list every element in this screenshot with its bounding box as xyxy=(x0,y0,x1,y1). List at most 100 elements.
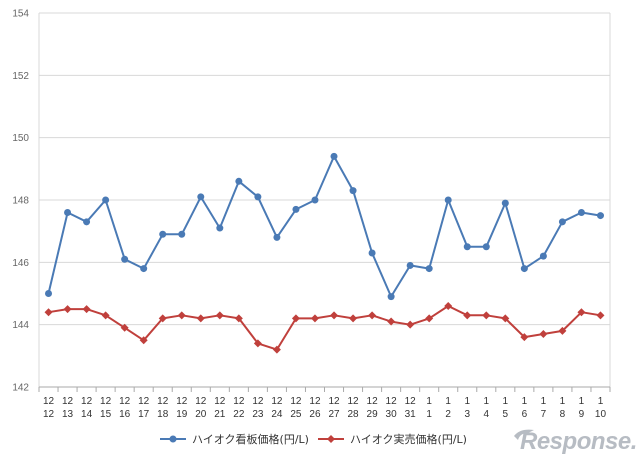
x-tick-label-day: 30 xyxy=(386,409,398,420)
data-point xyxy=(539,252,547,260)
x-tick-label-month: 1 xyxy=(560,396,566,407)
x-tick-label-day: 19 xyxy=(176,409,188,420)
x-tick-label-day: 27 xyxy=(328,409,340,420)
response-logo-text: Response. xyxy=(520,428,637,455)
x-tick-label-month: 12 xyxy=(138,396,150,407)
data-point xyxy=(254,193,262,201)
x-tick-label-day: 3 xyxy=(464,409,470,420)
data-point xyxy=(291,314,300,323)
x-tick-label-day: 4 xyxy=(484,409,490,420)
x-tick-label-day: 7 xyxy=(541,409,547,420)
data-point xyxy=(311,196,319,204)
x-tick-label-month: 12 xyxy=(309,396,321,407)
x-tick-label-month: 1 xyxy=(579,396,585,407)
x-tick-label-day: 13 xyxy=(62,409,74,420)
x-tick-label-month: 1 xyxy=(503,396,509,407)
x-tick-label-month: 12 xyxy=(405,396,417,407)
data-point xyxy=(272,345,281,354)
x-tick-label-day: 12 xyxy=(43,409,55,420)
data-point xyxy=(501,314,510,323)
data-point xyxy=(139,336,148,345)
x-tick-label-month: 12 xyxy=(119,396,131,407)
y-tick-label: 142 xyxy=(12,383,29,394)
data-point xyxy=(520,265,528,273)
data-point xyxy=(596,212,604,220)
data-point xyxy=(44,308,53,317)
data-point xyxy=(235,177,243,185)
x-tick-label-day: 20 xyxy=(195,409,207,420)
data-point xyxy=(425,314,434,323)
data-point xyxy=(368,311,377,320)
data-point xyxy=(197,193,205,201)
data-point xyxy=(253,339,262,348)
x-tick-label-day: 29 xyxy=(367,409,379,420)
legend-marker-jitsubai xyxy=(327,435,335,443)
x-tick-label-month: 12 xyxy=(367,396,379,407)
data-point xyxy=(425,265,433,273)
x-axis: 1212121312141215121612171218121912201221… xyxy=(38,387,611,420)
y-tick-label: 144 xyxy=(12,320,29,331)
data-point xyxy=(387,317,396,326)
data-point xyxy=(368,249,376,257)
x-tick-label-month: 12 xyxy=(347,396,359,407)
x-tick-label-day: 25 xyxy=(290,409,302,420)
x-tick-label-month: 1 xyxy=(464,396,470,407)
x-tick-label-month: 1 xyxy=(426,396,432,407)
series-line-1 xyxy=(48,305,601,351)
x-tick-label-day: 28 xyxy=(347,409,359,420)
data-point xyxy=(101,311,110,320)
x-tick-label-month: 12 xyxy=(195,396,207,407)
x-tick-label-month: 12 xyxy=(290,396,302,407)
data-point xyxy=(159,230,167,238)
data-point xyxy=(63,305,72,314)
x-tick-label-month: 1 xyxy=(541,396,547,407)
data-point xyxy=(558,326,567,335)
data-point xyxy=(102,196,110,204)
response-logo: Response. xyxy=(514,428,637,455)
x-tick-label-day: 14 xyxy=(81,409,93,420)
x-tick-label-day: 2 xyxy=(445,409,451,420)
data-point xyxy=(178,230,186,238)
x-tick-label-month: 1 xyxy=(445,396,451,407)
x-tick-label-month: 12 xyxy=(233,396,245,407)
y-tick-label: 154 xyxy=(12,9,29,20)
data-point xyxy=(349,187,357,195)
x-tick-label-month: 12 xyxy=(157,396,169,407)
data-point xyxy=(558,218,566,226)
data-point xyxy=(406,261,414,269)
data-point xyxy=(482,243,490,251)
data-point xyxy=(330,311,339,320)
x-tick-label-day: 26 xyxy=(309,409,321,420)
x-tick-label-day: 17 xyxy=(138,409,150,420)
data-point xyxy=(273,233,281,241)
x-tick-label-day: 16 xyxy=(119,409,131,420)
data-point xyxy=(121,255,129,263)
data-point xyxy=(482,311,491,320)
data-point xyxy=(444,301,453,310)
response-logo-swoosh xyxy=(514,429,534,440)
data-point xyxy=(292,205,300,213)
series-line-0 xyxy=(47,155,601,298)
data-point xyxy=(310,314,319,323)
data-point xyxy=(349,314,358,323)
y-tick-label: 150 xyxy=(12,133,29,144)
data-point xyxy=(120,323,129,332)
data-point xyxy=(140,265,148,273)
data-point xyxy=(64,208,72,216)
x-tick-label-day: 22 xyxy=(233,409,245,420)
data-point xyxy=(387,293,395,301)
x-tick-label-month: 1 xyxy=(522,396,528,407)
x-tick-label-month: 12 xyxy=(81,396,93,407)
x-tick-label-month: 1 xyxy=(484,396,490,407)
legend-marker-kanban xyxy=(169,435,177,443)
x-tick-label-day: 18 xyxy=(157,409,169,420)
x-tick-label-month: 12 xyxy=(386,396,398,407)
data-point xyxy=(577,308,586,317)
x-tick-label-month: 12 xyxy=(43,396,55,407)
data-point xyxy=(234,314,243,323)
x-tick-label-month: 12 xyxy=(176,396,188,407)
data-point xyxy=(196,314,205,323)
data-point xyxy=(216,224,224,232)
y-tick-label: 148 xyxy=(12,196,29,207)
data-point xyxy=(539,330,548,339)
